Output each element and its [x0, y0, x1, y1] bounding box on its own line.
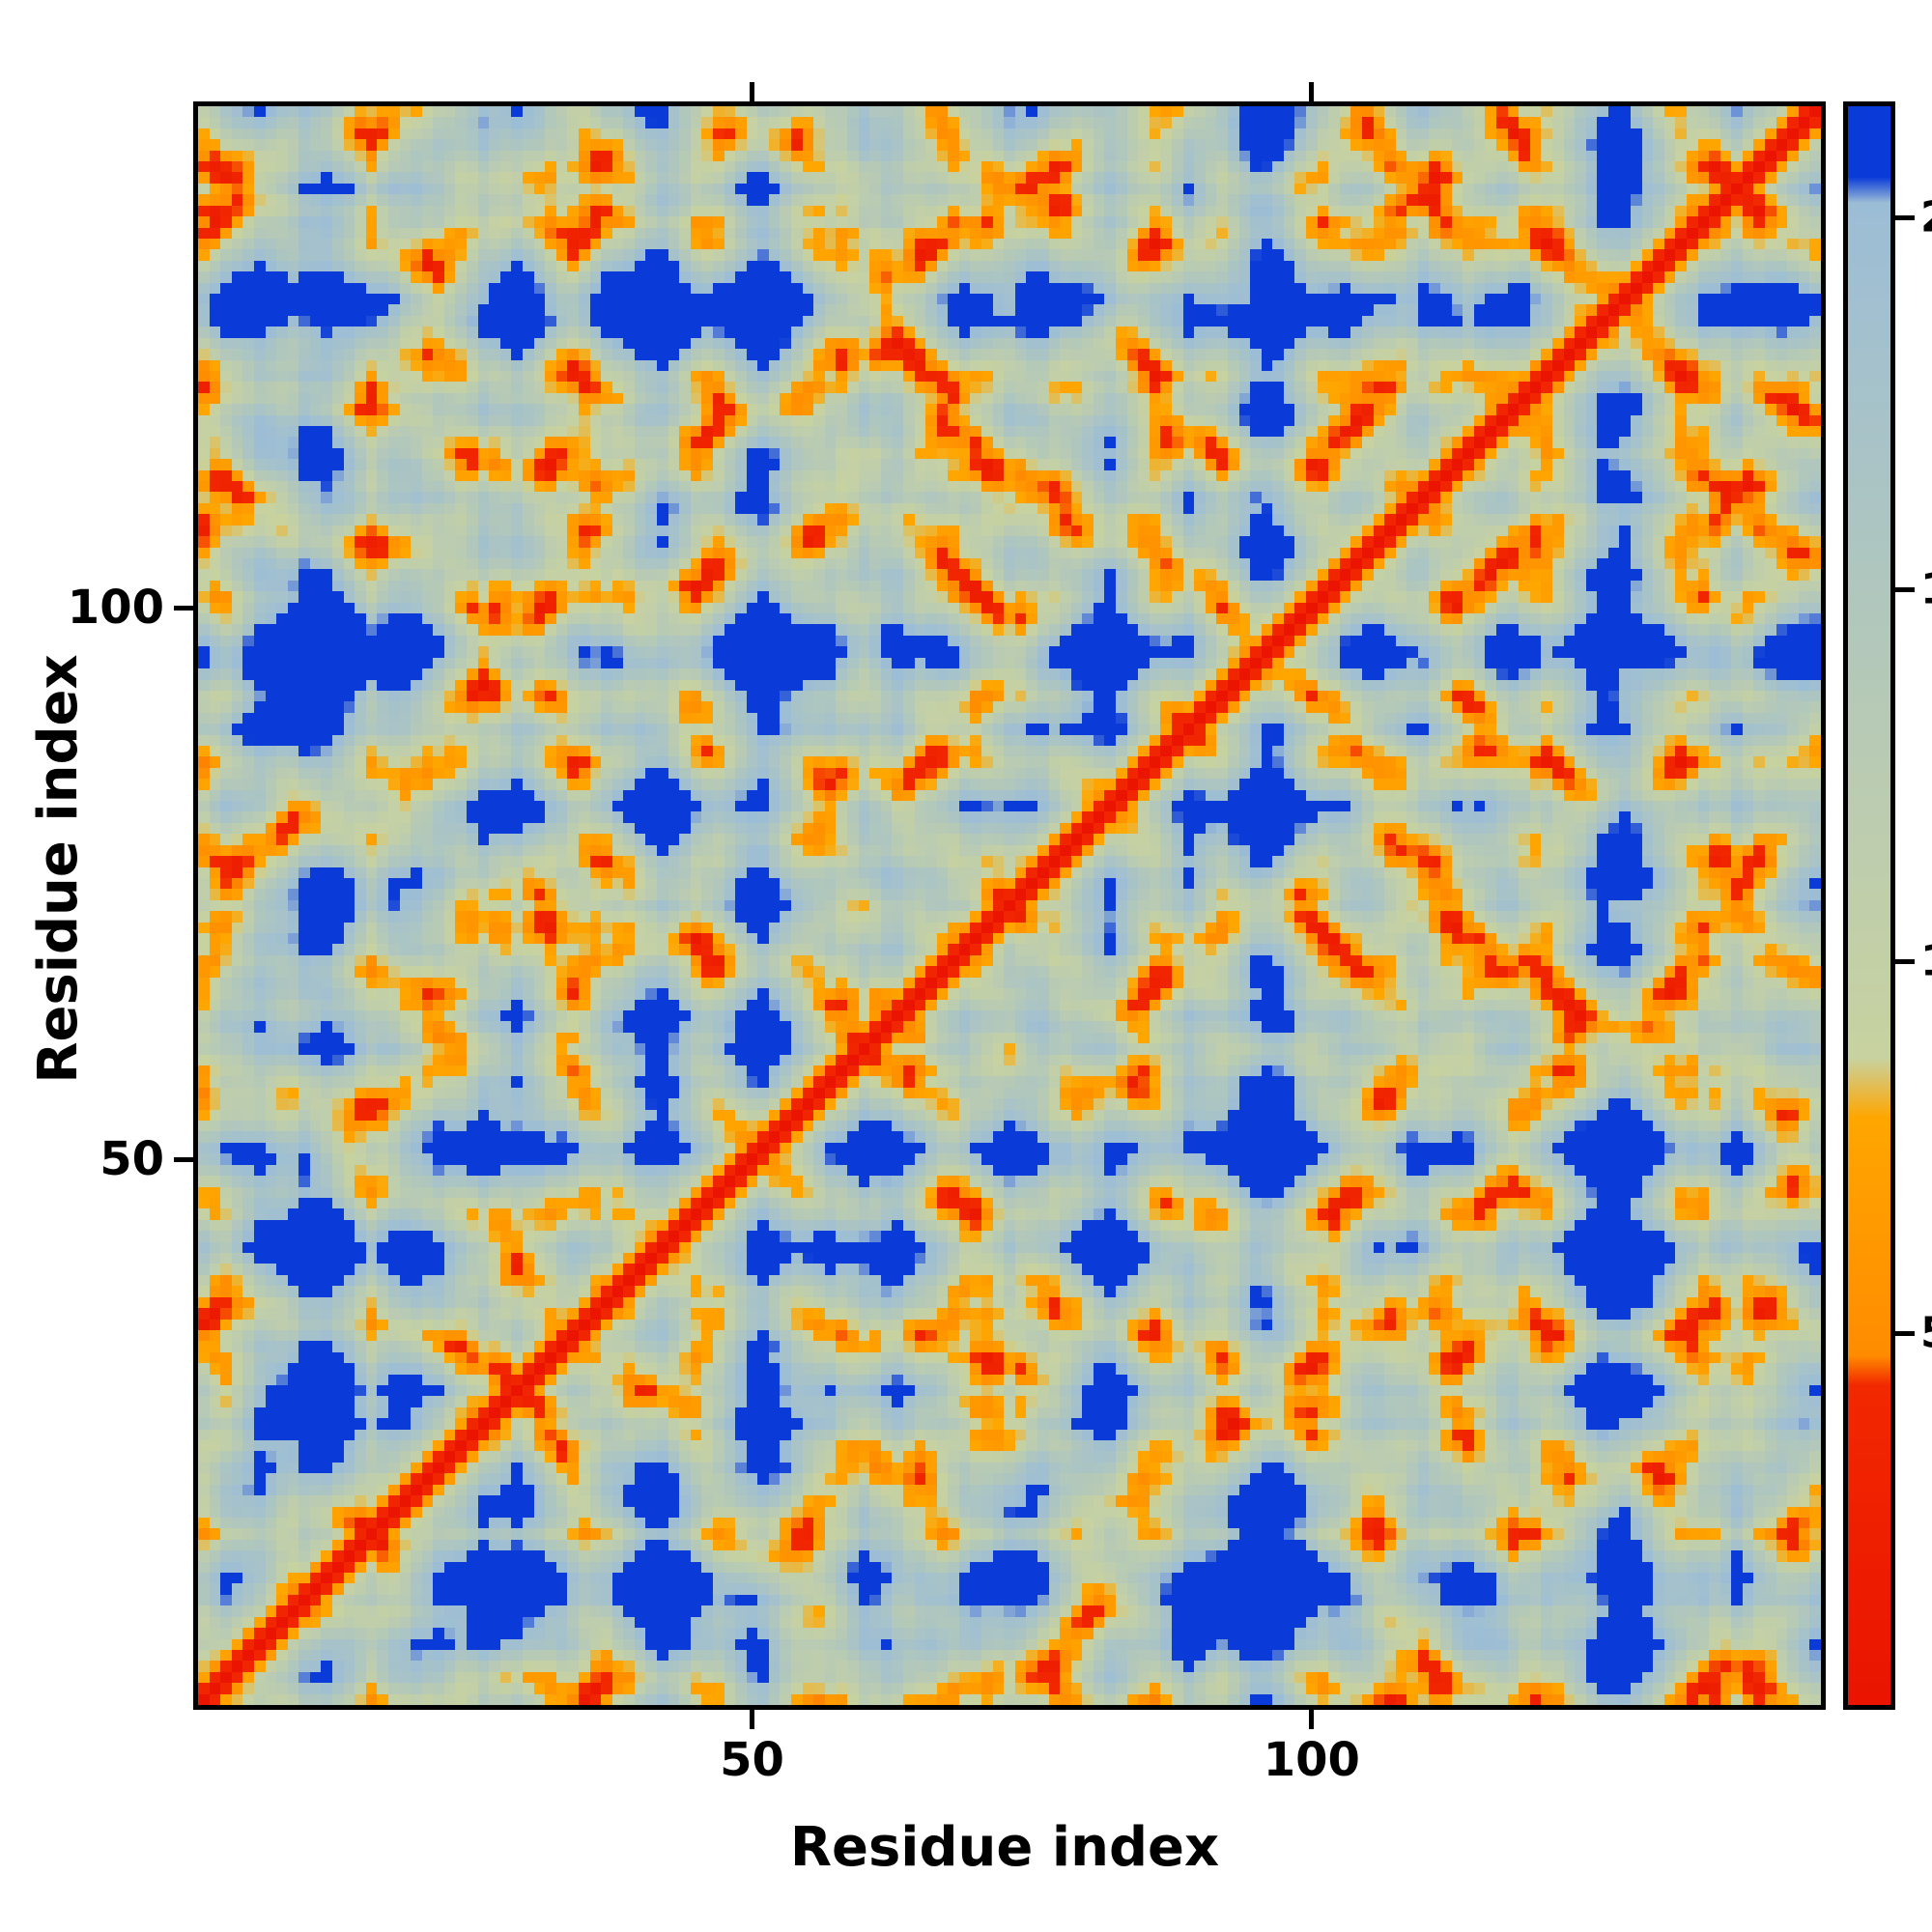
colorbar-tick-mark — [1895, 586, 1915, 592]
y-tick-label: 50 — [99, 1132, 164, 1187]
x-top-tick-mark — [1309, 82, 1315, 101]
x-tick-label: 100 — [1263, 1733, 1360, 1787]
y-axis-label: Residue index — [27, 654, 90, 1084]
y-tick-label: 100 — [67, 581, 164, 636]
colorbar-tick-mark — [1895, 214, 1915, 220]
y-tick-mark — [174, 1156, 193, 1162]
colorbar-tick-mark — [1895, 1330, 1915, 1336]
colorbar-tick-label: 15 — [1920, 565, 1932, 614]
colorbar-tick-label: 20 — [1920, 193, 1932, 242]
x-tick-label: 50 — [720, 1733, 784, 1787]
x-tick-mark — [750, 1710, 755, 1729]
colorbar-tick-mark — [1895, 958, 1915, 964]
x-top-tick-mark — [750, 82, 755, 101]
y-tick-mark — [174, 605, 193, 611]
x-axis-label: Residue index — [789, 1816, 1220, 1879]
colorbar — [1843, 101, 1895, 1710]
heatmap-canvas — [198, 106, 1821, 1705]
heatmap-plot-area — [193, 101, 1826, 1710]
colorbar-tick-label: 5 — [1920, 1309, 1932, 1358]
x-tick-mark — [1309, 1710, 1315, 1729]
colorbar-tick-label: 10 — [1920, 937, 1932, 986]
